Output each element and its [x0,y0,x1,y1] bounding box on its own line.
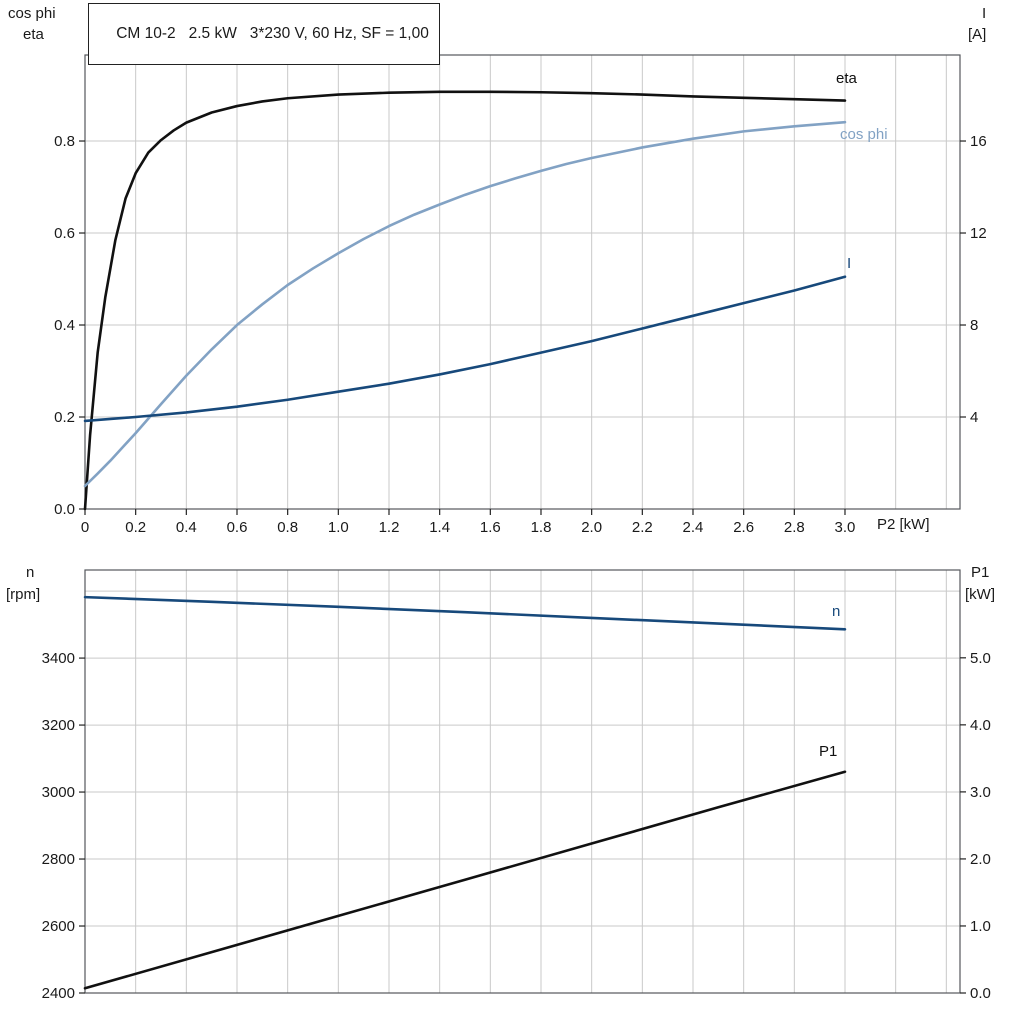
svg-text:0.4: 0.4 [54,317,75,334]
svg-text:2800: 2800 [42,851,75,868]
svg-text:1.6: 1.6 [480,519,501,536]
curve-label-n: n [832,603,841,620]
right-axis-label-A: [A] [968,26,987,43]
curve-label-eta: eta [836,70,857,87]
series-n [83,595,847,631]
svg-text:1.0: 1.0 [970,918,991,935]
svg-text:0.4: 0.4 [176,519,197,536]
svg-text:2600: 2600 [42,918,75,935]
svg-text:0.2: 0.2 [54,409,75,426]
x-axis-label-p2: P2 [kW] [877,516,930,533]
svg-text:12: 12 [970,225,987,242]
svg-text:3400: 3400 [42,650,75,667]
svg-text:2.0: 2.0 [970,851,991,868]
series-cos-phi [83,120,847,488]
svg-text:0.8: 0.8 [54,133,75,150]
svg-text:3.0: 3.0 [835,519,856,536]
left-axis-label-rpm: [rpm] [6,586,41,603]
svg-text:2.4: 2.4 [683,519,704,536]
svg-text:0.6: 0.6 [227,519,248,536]
svg-text:2.2: 2.2 [632,519,653,536]
svg-text:2400: 2400 [42,985,75,1002]
svg-text:1.8: 1.8 [531,519,552,536]
right-axis-label-p1: P1 [971,564,990,581]
series-p1 [83,770,847,990]
curve-label-cosphi: cos phi [840,126,888,143]
series-i [83,275,847,423]
right-axis-label-kw: [kW] [965,586,995,603]
series-eta [83,90,847,511]
left-axis-label-cosphi: cos phi [8,5,56,22]
svg-text:5.0: 5.0 [970,650,991,667]
svg-text:1.2: 1.2 [379,519,400,536]
svg-text:2.8: 2.8 [784,519,805,536]
svg-text:0.8: 0.8 [277,519,298,536]
svg-text:16: 16 [970,133,987,150]
title-text: CM 10-2 2.5 kW 3*230 V, 60 Hz, SF = 1,00 [116,25,429,42]
title-box: CM 10-2 2.5 kW 3*230 V, 60 Hz, SF = 1,00 [88,3,440,65]
svg-text:4.0: 4.0 [970,717,991,734]
svg-text:0.0: 0.0 [970,985,991,1002]
curve-label-I: I [847,255,852,272]
svg-text:0.6: 0.6 [54,225,75,242]
svg-text:2.0: 2.0 [581,519,602,536]
right-axis-label-I: I [982,5,987,22]
svg-text:0: 0 [81,519,89,536]
svg-text:0.0: 0.0 [54,501,75,518]
left-axis-label-eta: eta [23,26,44,43]
svg-text:3200: 3200 [42,717,75,734]
svg-text:8: 8 [970,317,978,334]
svg-text:4: 4 [970,409,978,426]
svg-text:3000: 3000 [42,784,75,801]
svg-text:1.0: 1.0 [328,519,349,536]
svg-text:1.4: 1.4 [429,519,450,536]
svg-text:3.0: 3.0 [970,784,991,801]
svg-text:0.2: 0.2 [125,519,146,536]
svg-text:2.6: 2.6 [733,519,754,536]
left-axis-label-n: n [26,564,35,581]
curve-label-P1: P1 [819,743,838,760]
